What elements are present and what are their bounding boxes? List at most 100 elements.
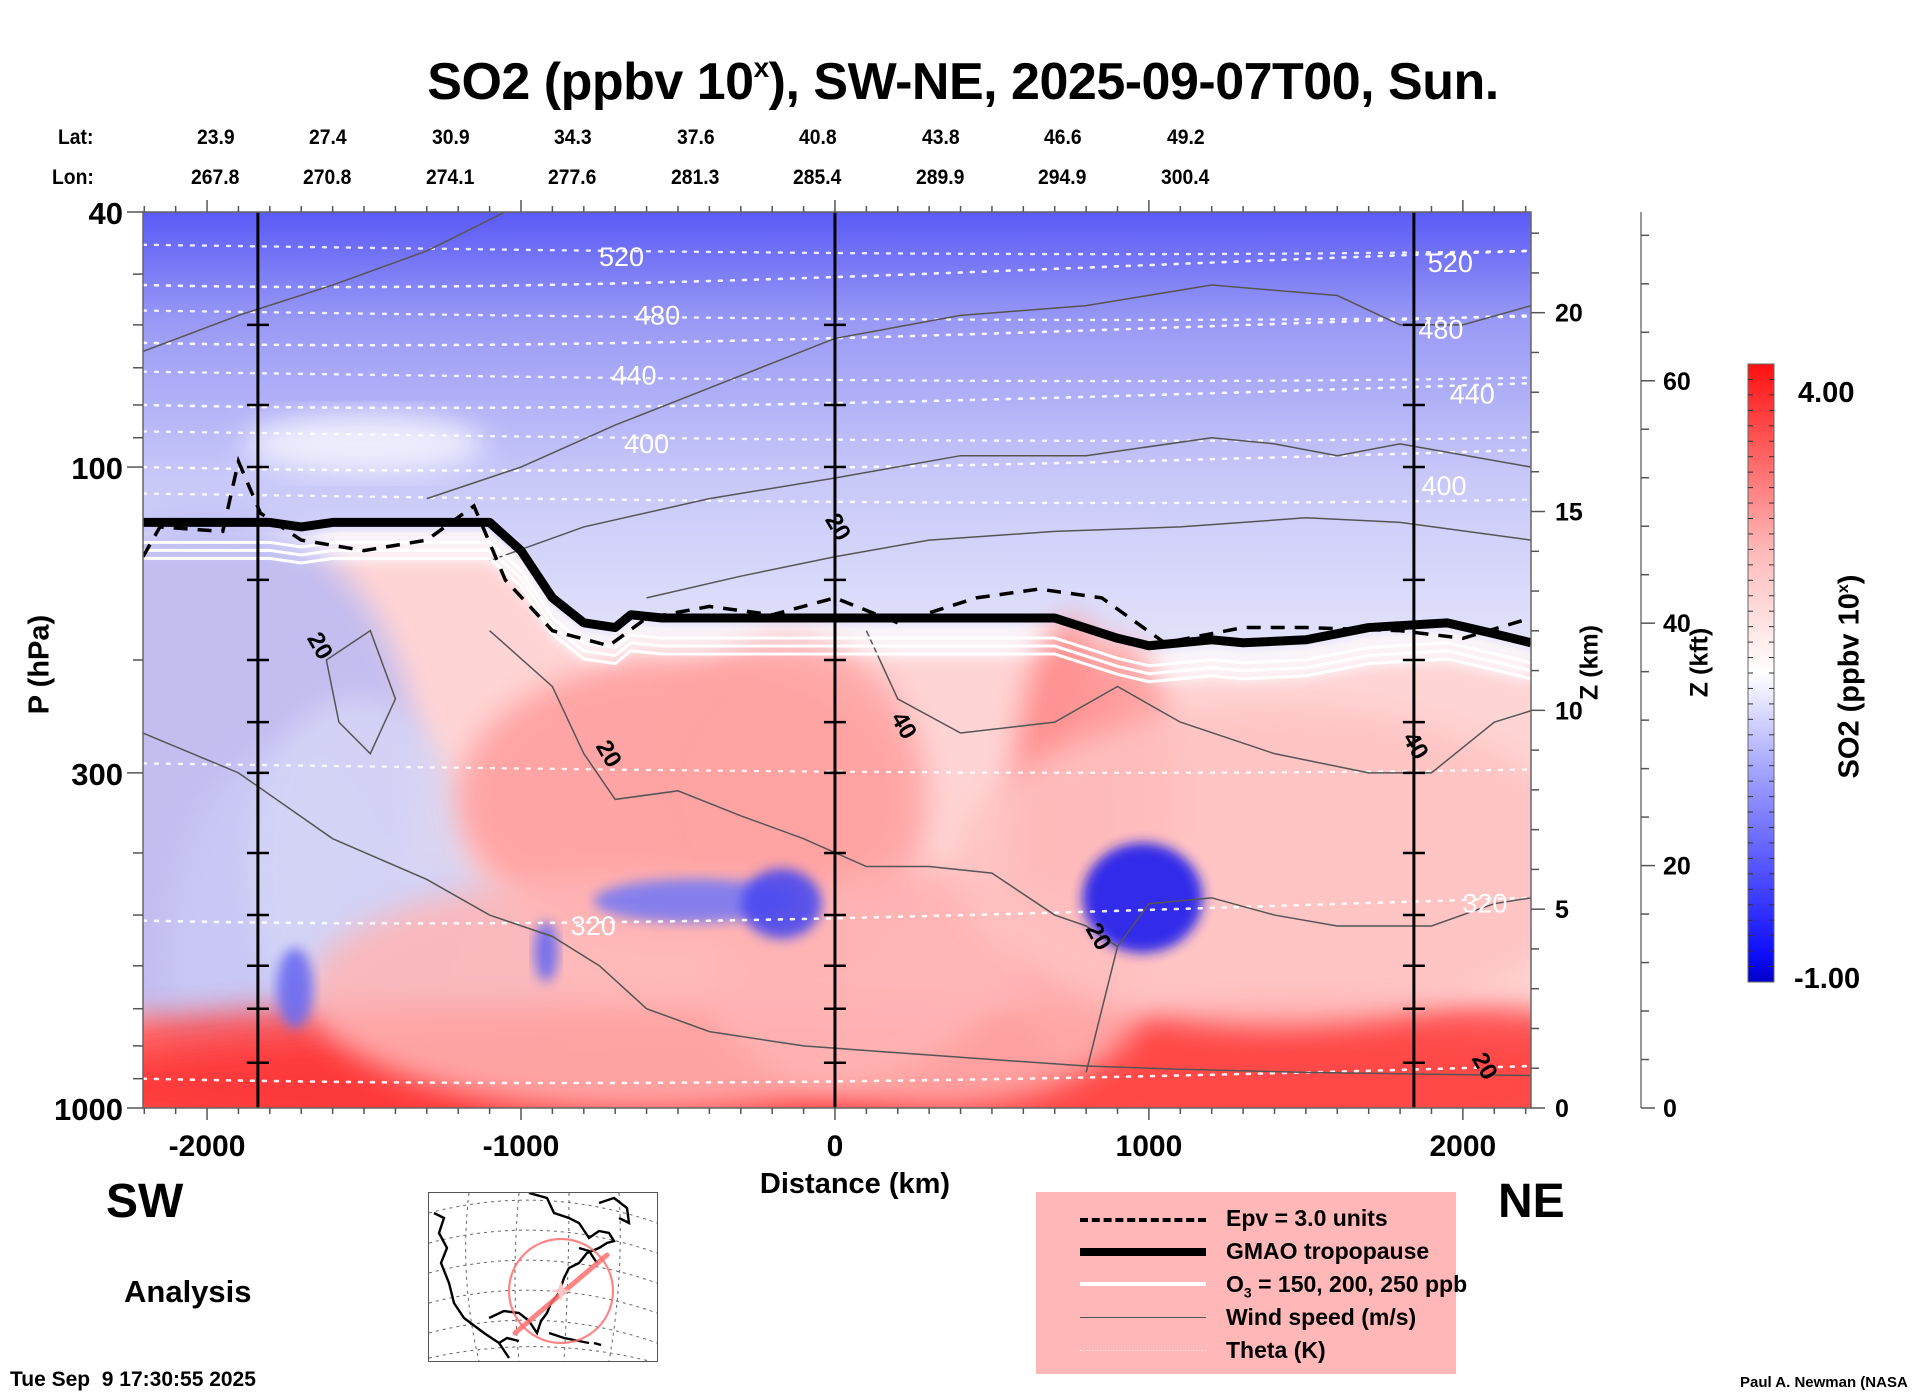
legend-item-epv: Epv = 3.0 units [1036,1202,1456,1235]
wind-speed-contour [143,732,1531,1077]
zkm-tick-label: 0 [1555,1095,1569,1123]
blue-pocket-3 [1082,842,1203,953]
lon-label: 270.8 [303,166,352,189]
lat-label: 37.6 [676,126,715,149]
y-tick-label: 100 [71,451,123,486]
theta-contour [143,448,1531,472]
lat-label: 46.6 [1044,126,1082,149]
red-region-east [954,706,1531,1027]
y-tick-label: 300 [71,757,123,792]
x-tick-label: -1000 [483,1130,560,1163]
zkft-tick-label: 20 [1663,853,1691,881]
tropopause-line [143,517,1531,651]
wind-speed-contour [489,436,1531,562]
blue-pocket-2 [741,868,822,939]
wind-speed-contour [325,629,397,755]
range-circle [507,1237,615,1345]
z-km-axis-title: Z (km) [1575,625,1604,700]
red-region-mid-west [306,872,987,1108]
zkm-tick-label: 15 [1555,499,1583,527]
lat-label: 30.9 [431,126,470,149]
map-graticule [429,1193,657,1361]
timestamp: Tue Sep 9 17:30:55 2025 [10,1368,256,1391]
legend: Epv = 3.0 units GMAO tropopause O3 = 150… [1036,1192,1467,1374]
colorbar-title: SO2 (ppbv 10x) [1833,574,1866,779]
credit: Paul A. Newman (NASA [1740,1374,1908,1391]
plot-axes: -2000 -1000 0 1000 2000 40 100 300 1000 0 5 10 15 20 0… [54,196,1691,1163]
dotted-line-icon [1080,1350,1206,1351]
legend-item-tropopause: GMAO tropopause [1036,1235,1456,1268]
lat-label: 34.3 [554,126,592,149]
zkm-tick-label: 20 [1555,300,1583,328]
zkft-tick-label: 40 [1663,610,1691,638]
lat-label: 43.8 [921,126,960,149]
x-tick-label: 2000 [1429,1130,1496,1163]
theta-contour [143,381,1531,410]
theta-label: 440 [1450,379,1495,409]
y-axis-title: P (hPa) [23,614,56,715]
zkm-tick-label: 5 [1555,896,1569,924]
legend-item-wind: Wind speed (m/s) [1036,1301,1456,1334]
theta-label: 480 [635,300,680,330]
x-tick-label: 0 [827,1130,844,1163]
theta-label: 320 [1462,889,1507,919]
white-line-icon [1080,1282,1206,1286]
lon-label: 281.3 [670,166,720,189]
center-star-icon [550,1281,572,1301]
chart-title: SO2 (ppbv 10x), SW-NE, 2025-09-07T00, Su… [427,52,1499,111]
lon-label: 294.9 [1038,166,1087,189]
wind-speed-contour [646,517,1531,599]
theta-contour [143,1064,1531,1085]
lat-label: 40.8 [799,126,837,149]
lat-label: 49.2 [1166,126,1205,149]
theta-contour [143,430,1531,443]
lon-label: 289.9 [915,166,965,189]
epv-line [143,455,1531,648]
zkft-tick-label: 0 [1663,1095,1677,1123]
lon-label: 274.1 [425,166,475,189]
colorbar-max-label: 4.00 [1798,377,1855,409]
wind-speed-contour [489,630,1118,948]
theta-label: 520 [1428,248,1473,278]
legend-item-theta: Theta (K) [1036,1334,1456,1367]
colorbar-min-label: -1.00 [1794,963,1861,995]
x-tick-label: -2000 [169,1130,246,1163]
lon-prefix: Lon: [52,166,94,189]
blue-pocket-5 [534,921,559,982]
theta-label: 520 [599,242,644,272]
theta-contour [143,492,1531,505]
y-tick-label: 40 [89,196,123,231]
thick-line-icon [1080,1248,1206,1256]
theta-label: 320 [571,911,616,941]
direction-sw: SW [106,1175,184,1228]
theta-label: 440 [611,361,656,391]
map-coastlines [433,1193,631,1359]
theta-contour [143,243,1531,256]
colorbar [1747,363,1775,983]
lon-label: 277.6 [548,166,597,189]
y-tick-label: 1000 [54,1092,123,1127]
inset-map [428,1192,658,1362]
theta-contour [143,314,1531,347]
theta-contour [143,896,1531,925]
zkm-tick-label: 10 [1555,697,1583,725]
map-track [507,1237,615,1345]
direction-ne: NE [1498,1175,1565,1228]
lat-label: 23.9 [197,126,235,149]
ozone-contour [143,548,1531,676]
theta-label: 480 [1418,314,1463,344]
stratosphere-negative-region [143,212,1531,656]
dashed-line-icon [1080,1218,1206,1222]
theta-label: 400 [1422,471,1467,501]
lat-prefix: Lat: [58,126,94,149]
theta-contour [143,309,1531,322]
lon-label: 267.8 [191,166,240,189]
theta-contour [143,762,1531,774]
thin-line-icon [1080,1317,1206,1318]
theta-contour [143,249,1531,289]
zkft-tick-label: 60 [1663,368,1691,396]
wind-speed-contour [865,630,1531,774]
white-patch-upper-left [244,413,485,474]
blue-pocket-4 [276,948,313,1029]
